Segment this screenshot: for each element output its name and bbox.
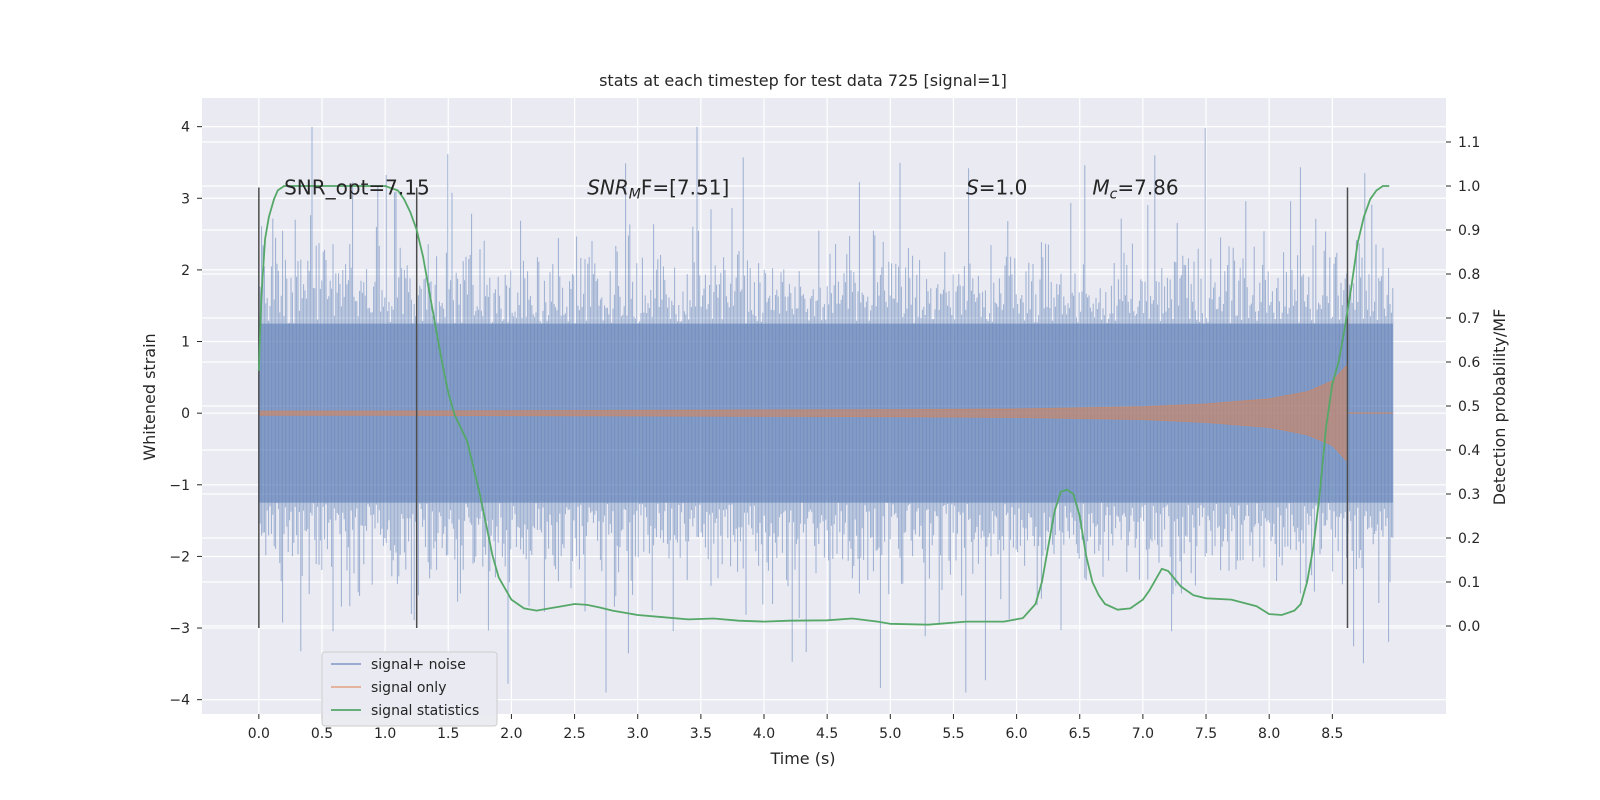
legend-label-signal-statistics: signal statistics bbox=[371, 703, 479, 719]
yl-tick-label-7: −3 bbox=[169, 621, 190, 637]
x-tick-label-7: 3.5 bbox=[690, 726, 712, 742]
x-tick-label-9: 4.5 bbox=[816, 726, 838, 742]
yr-tick-label-3: 0.8 bbox=[1458, 267, 1480, 283]
yl-tick-label-4: 0 bbox=[181, 406, 190, 422]
x-tick-label-8: 4.0 bbox=[753, 726, 775, 742]
x-tick-label-11: 5.5 bbox=[942, 726, 964, 742]
x-tick-label-2: 1.0 bbox=[374, 726, 396, 742]
x-tick-label-10: 5.0 bbox=[879, 726, 901, 742]
annotation-1: SNRMF=[7.51] bbox=[587, 176, 729, 203]
legend: signal+ noise signal only signal statist… bbox=[321, 651, 498, 727]
y-left-axis-label: Whitened strain bbox=[140, 333, 159, 460]
x-tick-label-17: 8.5 bbox=[1321, 726, 1343, 742]
x-tick-label-6: 3.0 bbox=[627, 726, 649, 742]
y-right-axis-ticks: 1.1 1.0 0.9 0.8 0.7 0.6 0.5 0.4 0.3 0.2 0.1 0.0 bbox=[1446, 135, 1480, 635]
legend-label-signal-only: signal only bbox=[371, 680, 446, 696]
x-tick-label-4: 2.0 bbox=[500, 726, 522, 742]
yl-tick-label-8: −4 bbox=[169, 693, 190, 709]
x-axis-label: Time (s) bbox=[769, 749, 835, 768]
yr-tick-label-1: 1.0 bbox=[1458, 179, 1480, 195]
annotations: SNR_opt=7.15 SNRMF=[7.51] S=1.0 Mc=7.86 bbox=[284, 176, 1179, 203]
yr-tick-label-10: 0.1 bbox=[1458, 575, 1480, 591]
x-tick-label-13: 6.5 bbox=[1069, 726, 1091, 742]
yr-tick-label-4: 0.7 bbox=[1458, 311, 1480, 327]
x-tick-label-0: 0.0 bbox=[248, 726, 270, 742]
yr-tick-label-6: 0.5 bbox=[1458, 399, 1480, 415]
yl-tick-label-2: 2 bbox=[181, 263, 190, 279]
annotation-0: SNR_opt=7.15 bbox=[284, 176, 430, 200]
chart-title: stats at each timestep for test data 725… bbox=[599, 71, 1007, 90]
yr-tick-label-9: 0.2 bbox=[1458, 531, 1480, 547]
x-tick-label-3: 1.5 bbox=[437, 726, 459, 742]
yr-tick-label-11: 0.0 bbox=[1458, 619, 1480, 635]
x-tick-label-12: 6.0 bbox=[1005, 726, 1027, 742]
vertical-markers bbox=[258, 187, 1349, 629]
yl-tick-label-6: −2 bbox=[169, 549, 190, 565]
yl-tick-label-5: −1 bbox=[169, 478, 190, 494]
legend-box bbox=[321, 651, 498, 727]
x-tick-label-5: 2.5 bbox=[563, 726, 585, 742]
x-axis-ticks: 0.0 0.5 1.0 1.5 2.0 2.5 3.0 3.5 4.0 4.5 5.0 5.5 6.0 6… bbox=[248, 714, 1343, 742]
yl-tick-label-1: 3 bbox=[181, 191, 190, 207]
signal-statistics-line bbox=[257, 185, 1390, 626]
yl-tick-label-0: 4 bbox=[181, 120, 190, 136]
yl-tick-label-3: 1 bbox=[181, 335, 190, 351]
y-left-axis-ticks: 4 3 2 1 0 −1 −2 −3 −4 bbox=[169, 120, 202, 709]
x-tick-label-16: 8.0 bbox=[1258, 726, 1280, 742]
x-tick-label-1: 0.5 bbox=[311, 726, 333, 742]
x-tick-label-15: 7.5 bbox=[1195, 726, 1217, 742]
annotation-3: Mc=7.86 bbox=[1092, 176, 1178, 203]
legend-label-signal-noise: signal+ noise bbox=[371, 657, 466, 673]
yr-tick-label-5: 0.6 bbox=[1458, 355, 1480, 371]
y-right-axis-label: Detection probability/MF bbox=[1490, 309, 1509, 506]
yr-tick-label-0: 1.1 bbox=[1458, 135, 1480, 151]
yr-tick-label-7: 0.4 bbox=[1458, 443, 1480, 459]
x-tick-label-14: 7.0 bbox=[1132, 726, 1154, 742]
yr-tick-label-2: 0.9 bbox=[1458, 223, 1480, 239]
annotation-2: S=1.0 bbox=[966, 176, 1027, 200]
yr-tick-label-8: 0.3 bbox=[1458, 487, 1480, 503]
